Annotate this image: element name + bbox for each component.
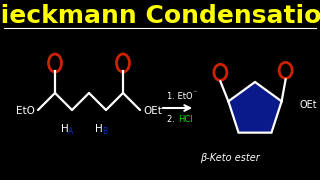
Text: H: H — [95, 124, 103, 134]
Text: OEt: OEt — [300, 100, 317, 110]
Text: H: H — [61, 124, 69, 134]
Text: Dieckmann Condensation: Dieckmann Condensation — [0, 4, 320, 28]
Text: B: B — [102, 127, 108, 136]
Polygon shape — [228, 82, 282, 133]
Text: 2.: 2. — [167, 115, 178, 124]
Text: OEt: OEt — [143, 106, 162, 116]
Text: ⁻: ⁻ — [192, 88, 196, 97]
Text: 1. EtO: 1. EtO — [167, 92, 193, 101]
Text: β-Keto ester: β-Keto ester — [200, 153, 260, 163]
Text: EtO: EtO — [16, 106, 35, 116]
Text: A: A — [68, 127, 74, 136]
Text: HCl: HCl — [178, 115, 193, 124]
